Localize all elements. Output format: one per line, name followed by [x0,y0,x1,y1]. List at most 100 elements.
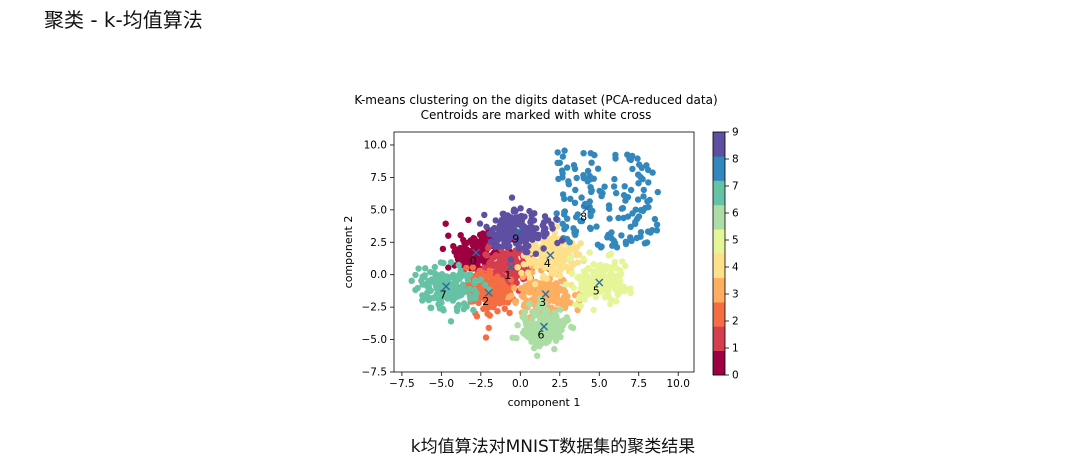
centroid-cross-8 [582,204,591,213]
data-point-cluster-8 [580,172,587,179]
data-point-cluster-6 [544,309,551,316]
data-point-cluster-2 [504,299,512,306]
data-point-cluster-5 [562,281,570,288]
colorbar-tick-label: 8 [732,154,739,166]
y-tick-label: 7.5 [370,172,387,184]
centroid-markers [442,204,604,331]
data-point-cluster-0 [460,236,467,244]
data-point-cluster-8 [651,215,659,223]
data-point-cluster-4 [544,255,552,262]
data-point-cluster-8 [586,198,593,205]
data-point-cluster-5 [605,252,612,259]
data-point-cluster-6 [541,300,549,307]
colorbar-segment-8 [713,156,725,181]
data-point-cluster-8 [571,165,579,172]
data-point-cluster-7 [446,289,453,296]
data-point-cluster-8 [601,183,608,190]
data-point-cluster-7 [471,279,478,287]
centroid-cross-6 [540,322,548,331]
data-point-cluster-3 [556,287,564,294]
chart-subtitle: Centroids are marked with white cross [421,108,652,122]
cluster-label-9: 9 [512,233,519,246]
data-point-cluster-9 [490,232,498,239]
data-point-cluster-3 [529,287,536,294]
data-point-cluster-4 [525,259,533,267]
data-point-cluster-7 [427,287,434,294]
colorbar-tick-label: 1 [732,343,739,355]
data-point-cluster-2 [507,276,515,283]
data-point-cluster-7 [470,306,477,314]
data-point-cluster-9 [497,225,504,232]
x-tick-label: 10.0 [667,378,690,390]
data-point-cluster-0 [457,256,464,264]
data-point-cluster-2 [482,272,490,279]
data-point-cluster-8 [618,232,625,239]
data-point-cluster-7 [461,300,468,307]
data-point-cluster-7 [439,272,446,279]
data-point-cluster-6 [551,325,559,332]
data-point-cluster-5 [579,278,586,285]
data-point-cluster-5 [607,282,614,289]
data-point-cluster-6 [526,300,533,307]
data-point-cluster-8 [640,193,647,200]
data-point-cluster-5 [610,262,618,269]
data-point-cluster-7 [453,304,461,311]
data-point-cluster-8 [565,178,572,185]
data-point-cluster-2 [482,334,490,341]
data-point-cluster-6 [521,327,528,334]
data-point-cluster-2 [473,313,481,320]
kmeans-scatter-chart: K-means clustering on the digits dataset… [342,93,739,409]
data-point-cluster-8 [615,214,622,222]
centroid-cross-4 [546,251,555,260]
data-point-cluster-7 [422,265,429,272]
data-point-cluster-2 [463,264,470,272]
colorbar-tick-label: 3 [732,289,739,301]
data-point-cluster-7 [452,280,459,287]
data-point-cluster-0 [475,239,482,246]
data-point-cluster-2 [498,294,506,301]
data-point-cluster-8 [571,199,579,206]
data-point-cluster-7 [455,261,462,269]
colorbar-tick-label: 4 [732,262,739,274]
data-point-cluster-9 [521,213,528,220]
data-point-cluster-9 [491,224,498,232]
data-point-cluster-0 [445,264,452,271]
data-point-cluster-8 [627,223,634,230]
data-point-cluster-8 [610,183,618,190]
data-point-cluster-7 [427,278,435,285]
data-point-cluster-0 [445,232,452,239]
data-point-cluster-9 [498,216,506,224]
data-point-cluster-2 [497,282,505,289]
data-point-cluster-7 [412,271,419,279]
data-point-cluster-9 [509,215,516,222]
data-point-cluster-9 [540,245,547,252]
data-point-cluster-4 [539,274,547,281]
data-point-cluster-7 [415,265,422,272]
data-point-cluster-9 [528,212,535,219]
centroid-cross-7 [442,282,451,291]
data-point-cluster-5 [568,270,576,278]
data-point-cluster-9 [503,227,511,234]
data-point-cluster-7 [482,281,489,289]
data-point-cluster-9 [554,239,561,247]
data-point-cluster-8 [588,188,595,196]
data-point-cluster-2 [486,312,493,319]
data-point-cluster-8 [639,175,646,183]
data-point-cluster-8 [626,155,633,163]
data-point-cluster-8 [572,213,580,221]
y-axis-ticks: −7.5 −5.0 −2.5 0.0 2.5 5.0 7.5 10.0 [362,139,394,379]
data-point-cluster-8 [653,227,661,234]
data-point-cluster-0 [477,231,484,238]
data-point-cluster-5 [583,266,591,273]
data-point-cluster-5 [604,263,612,271]
data-point-cluster-2 [490,282,497,289]
data-point-cluster-7 [472,295,479,302]
data-point-cluster-4 [514,264,521,271]
data-point-cluster-8 [578,217,586,225]
data-point-cluster-8 [634,196,642,203]
y-tick-label: −5.0 [362,334,388,346]
data-point-cluster-0 [470,242,477,250]
data-point-cluster-9 [492,243,499,251]
data-point-cluster-4 [547,241,554,248]
y-tick-label: 2.5 [370,237,387,249]
